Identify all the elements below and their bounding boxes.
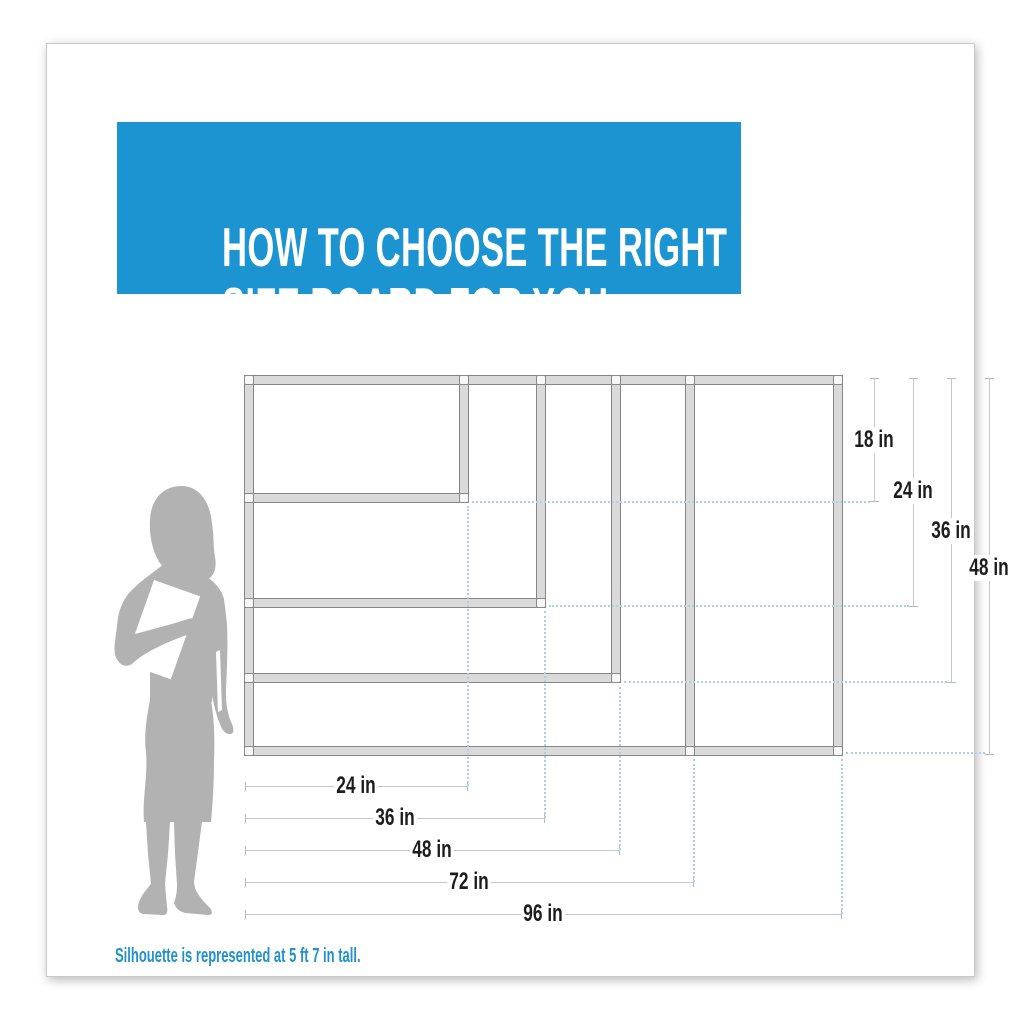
silhouette-forearm (115, 618, 197, 666)
board-outline-24x18 (244, 375, 469, 503)
dash-drop-96in (841, 759, 843, 914)
dash-drop-24in (467, 506, 469, 786)
frame-corner-cap (244, 598, 254, 608)
height-label-18in: 18 in (852, 427, 896, 453)
frame-corner-cap (244, 673, 254, 683)
width-label-96in: 96 in (521, 901, 565, 927)
page-card: HOW TO CHOOSE THE RIGHT SIZE BOARD FOR Y… (46, 43, 1011, 977)
frame-corner-cap (459, 375, 469, 385)
silhouette-head (149, 485, 216, 579)
dash-level-36in (624, 681, 947, 683)
frame-corner-cap (244, 493, 254, 503)
silhouette-note: Silhouette is represented at 5 ft 7 in t… (115, 945, 361, 967)
frame-corner-cap (536, 598, 546, 608)
frame-corner-cap (611, 673, 621, 683)
page-title-line-1: HOW TO CHOOSE THE RIGHT (222, 216, 728, 278)
frame-corner-cap (611, 375, 621, 385)
width-label-48in: 48 in (410, 837, 454, 863)
frame-corner-cap (833, 746, 843, 756)
frame-corner-cap (244, 375, 254, 385)
frame-corner-cap (244, 746, 254, 756)
dash-drop-36in (544, 611, 546, 818)
width-label-24in: 24 in (334, 773, 378, 799)
frame-corner-cap (833, 375, 843, 385)
frame-corner-cap (459, 493, 469, 503)
height-label-24in: 24 in (891, 478, 935, 504)
silhouette-left-leg (138, 822, 170, 915)
dash-level-18in (472, 501, 870, 503)
silhouette-right-leg (174, 822, 212, 915)
width-label-72in: 72 in (447, 869, 491, 895)
dash-level-48in (846, 752, 985, 754)
width-label-36in: 36 in (373, 805, 417, 831)
frame-corner-cap (685, 746, 695, 756)
frame-corner-cap (685, 375, 695, 385)
header-banner: HOW TO CHOOSE THE RIGHT SIZE BOARD FOR Y… (117, 122, 741, 335)
silhouette-skirt (143, 700, 215, 822)
page-title-line-2: SIZE BOARD FOR YOU (222, 276, 609, 338)
frame-corner-cap (536, 375, 546, 385)
dash-drop-48in (619, 687, 621, 850)
dash-drop-72in (693, 759, 695, 882)
silhouette-arm-gap (216, 650, 222, 712)
dash-level-24in (549, 605, 909, 607)
height-label-36in: 36 in (929, 518, 973, 544)
height-label-48in: 48 in (967, 555, 1011, 581)
person-silhouette (114, 485, 234, 915)
